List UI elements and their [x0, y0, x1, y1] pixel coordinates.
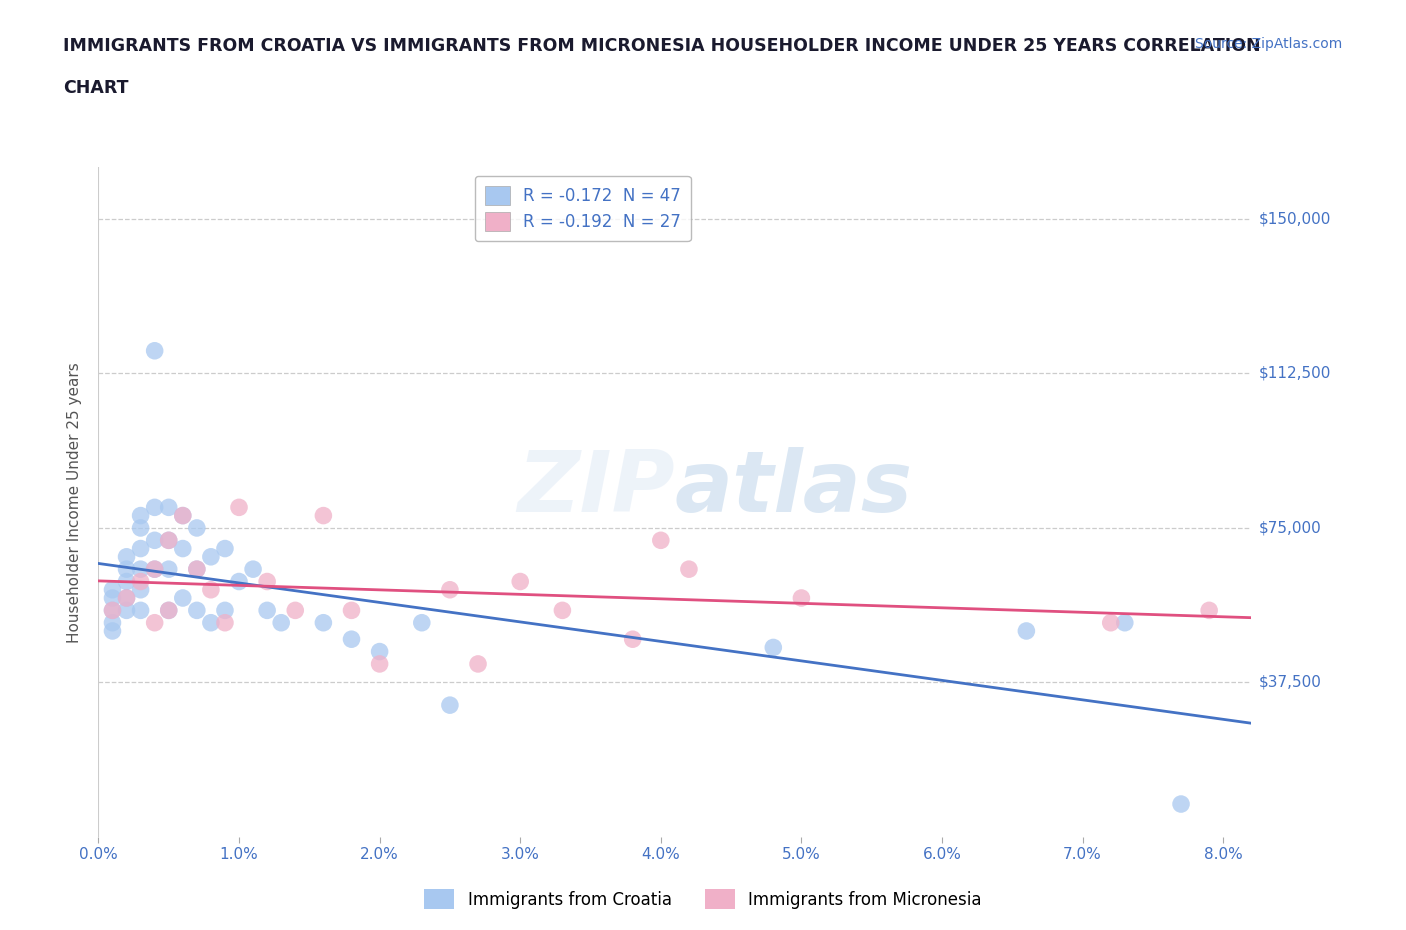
Point [115, 550, 138, 565]
Point [101, 591, 124, 605]
Point [129, 521, 152, 536]
Point [115, 591, 138, 605]
Point [115, 591, 138, 605]
Point [312, 508, 335, 523]
Point [214, 603, 236, 618]
Point [129, 508, 152, 523]
Point [214, 541, 236, 556]
Point [143, 562, 166, 577]
Point [256, 574, 278, 589]
Point [340, 631, 363, 646]
Point [312, 616, 335, 631]
Point [439, 698, 461, 712]
Point [186, 562, 208, 577]
Text: atlas: atlas [675, 447, 912, 530]
Point [368, 657, 391, 671]
Point [467, 657, 489, 671]
Point [157, 603, 180, 618]
Point [186, 603, 208, 618]
Point [284, 603, 307, 618]
Point [242, 562, 264, 577]
Point [172, 591, 194, 605]
Point [200, 550, 222, 565]
Point [172, 541, 194, 556]
Point [200, 616, 222, 631]
Point [228, 574, 250, 589]
Point [762, 640, 785, 655]
Point [129, 603, 152, 618]
Point [172, 508, 194, 523]
Point [650, 533, 672, 548]
Point [509, 574, 531, 589]
Point [157, 533, 180, 548]
Point [101, 603, 124, 618]
Text: Source: ZipAtlas.com: Source: ZipAtlas.com [1195, 37, 1343, 51]
Text: CHART: CHART [63, 79, 129, 97]
Point [214, 616, 236, 631]
Point [270, 616, 292, 631]
Point [157, 500, 180, 515]
Y-axis label: Householder Income Under 25 years: Householder Income Under 25 years [67, 362, 83, 643]
Point [256, 603, 278, 618]
Text: $150,000: $150,000 [1258, 211, 1330, 226]
Point [678, 562, 700, 577]
Text: $112,500: $112,500 [1258, 365, 1330, 381]
Point [115, 574, 138, 589]
Legend: Immigrants from Croatia, Immigrants from Micronesia: Immigrants from Croatia, Immigrants from… [416, 881, 990, 917]
Legend: R = -0.172  N = 47, R = -0.192  N = 27: R = -0.172 N = 47, R = -0.192 N = 27 [475, 176, 690, 241]
Point [172, 508, 194, 523]
Point [340, 603, 363, 618]
Text: ZIP: ZIP [517, 447, 675, 530]
Point [228, 500, 250, 515]
Point [200, 582, 222, 597]
Point [1198, 603, 1220, 618]
Text: IMMIGRANTS FROM CROATIA VS IMMIGRANTS FROM MICRONESIA HOUSEHOLDER INCOME UNDER 2: IMMIGRANTS FROM CROATIA VS IMMIGRANTS FR… [63, 37, 1261, 55]
Point [157, 533, 180, 548]
Point [439, 582, 461, 597]
Point [129, 574, 152, 589]
Point [143, 500, 166, 515]
Point [551, 603, 574, 618]
Point [1015, 623, 1038, 638]
Point [115, 562, 138, 577]
Point [101, 582, 124, 597]
Point [101, 616, 124, 631]
Text: $75,000: $75,000 [1258, 521, 1322, 536]
Point [115, 603, 138, 618]
Point [411, 616, 433, 631]
Point [101, 623, 124, 638]
Point [790, 591, 813, 605]
Point [1114, 616, 1136, 631]
Point [143, 562, 166, 577]
Point [143, 616, 166, 631]
Point [368, 644, 391, 659]
Point [186, 562, 208, 577]
Point [1170, 797, 1192, 812]
Text: $37,500: $37,500 [1258, 675, 1322, 690]
Point [129, 582, 152, 597]
Point [143, 533, 166, 548]
Point [143, 343, 166, 358]
Point [621, 631, 644, 646]
Point [129, 562, 152, 577]
Point [157, 562, 180, 577]
Point [1099, 616, 1122, 631]
Point [101, 603, 124, 618]
Point [157, 603, 180, 618]
Point [186, 521, 208, 536]
Point [129, 541, 152, 556]
